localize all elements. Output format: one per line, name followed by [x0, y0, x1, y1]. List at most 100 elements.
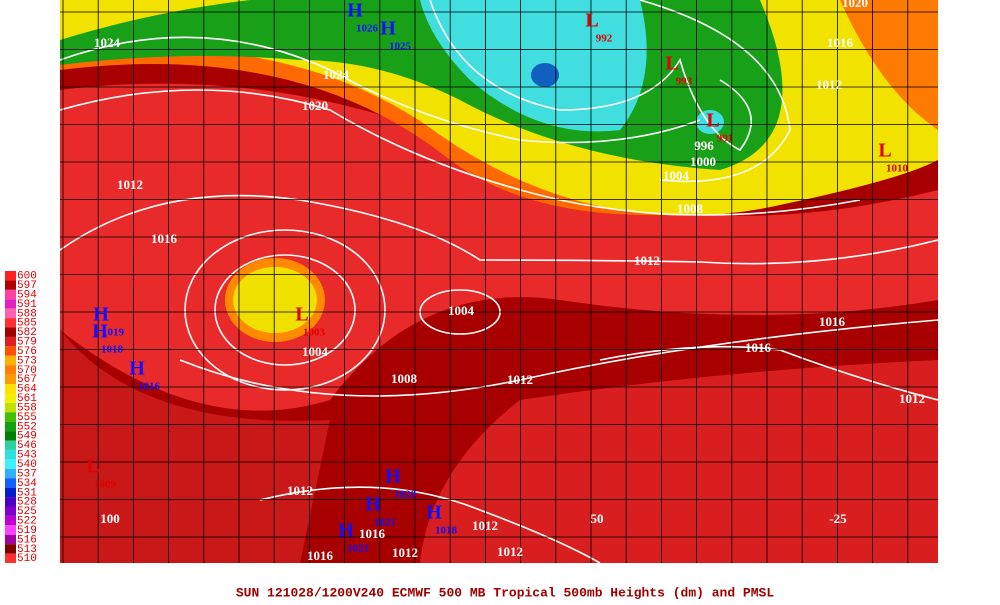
scale-label: 525 — [17, 506, 37, 518]
scale-swatch — [5, 280, 16, 290]
field-orange-ne — [840, 0, 938, 130]
scale-swatch — [5, 393, 16, 403]
center-symbol: H — [93, 304, 109, 326]
isobar-label: 1024 — [323, 67, 350, 82]
center-symbol: H — [426, 502, 442, 524]
scale-label: 588 — [17, 308, 37, 320]
isobar-label: 1020 — [842, 0, 868, 10]
scale-label: 555 — [17, 412, 37, 424]
isobar-label: 1020 — [302, 98, 328, 113]
scale-swatch — [5, 534, 16, 545]
isobar-label: 1016 — [827, 35, 854, 50]
height-field — [60, 0, 938, 563]
isobar-label: 1024 — [94, 35, 121, 50]
isobar-label: 1012 — [117, 177, 143, 192]
scale-swatch — [5, 402, 16, 413]
scale-swatch — [5, 468, 16, 479]
scale-swatch — [5, 506, 16, 516]
scale-label: 543 — [17, 450, 37, 462]
scale-label: 600 — [17, 271, 37, 283]
center-value: 1018 — [435, 525, 458, 537]
scale-swatch — [5, 308, 16, 319]
scale-label: 564 — [17, 384, 37, 396]
center-symbol: L — [665, 53, 678, 75]
scale-swatch — [5, 299, 16, 309]
scale-swatch — [5, 374, 16, 385]
scale-label: 576 — [17, 346, 37, 358]
scale-swatch — [5, 421, 16, 432]
scale-label: 510 — [17, 553, 37, 565]
isobar-label: 1004 — [663, 168, 690, 183]
scale-swatch — [5, 525, 16, 535]
center-value: 1018 — [101, 344, 124, 356]
scale-swatch — [5, 449, 16, 460]
center-symbol: L — [878, 140, 891, 162]
scale-swatch — [5, 384, 16, 394]
isobar-label: 1004 — [448, 303, 475, 318]
center-value: 1021 — [374, 517, 396, 529]
longitude-label: 50 — [591, 511, 604, 526]
center-value: 1021 — [347, 543, 369, 555]
isobar-label: 1004 — [302, 344, 329, 359]
center-value: 991 — [717, 133, 734, 145]
isobar-label: 1012 — [816, 77, 842, 92]
scale-swatch — [5, 544, 16, 554]
scale-swatch — [5, 497, 16, 507]
scale-label: 573 — [17, 355, 37, 367]
center-value: 1020 — [394, 489, 417, 501]
scale-label: 549 — [17, 431, 37, 443]
scale-swatch — [5, 515, 16, 526]
center-symbol: H — [385, 466, 401, 488]
isobar-label: 1012 — [507, 372, 533, 387]
scale-swatch — [5, 487, 16, 498]
scale-swatch — [5, 336, 16, 347]
field-red-south — [420, 360, 938, 563]
isobar-label: 1012 — [634, 253, 660, 268]
isobar — [639, 0, 791, 183]
isobars — [60, 0, 938, 563]
scale-label: 540 — [17, 459, 37, 471]
scale-swatch — [5, 440, 16, 450]
lat-lon-grid — [60, 0, 938, 563]
scale-label: 579 — [17, 337, 37, 349]
isobar-label: 1008 — [677, 201, 704, 216]
scale-label: 522 — [17, 516, 37, 528]
scale-swatch — [5, 459, 16, 469]
scale-swatch — [5, 318, 16, 328]
scale-label: 519 — [17, 525, 37, 537]
caption: SUN 121028/1200V240 ECMWF 500 MB Tropica… — [236, 585, 774, 600]
center-symbol: H — [347, 0, 363, 22]
isobar-label: 1012 — [497, 544, 523, 559]
scale-label: 558 — [17, 402, 37, 414]
longitude-label: 100 — [100, 511, 120, 526]
isobar-label: 1008 — [391, 371, 418, 386]
center-value: 992 — [596, 33, 613, 45]
center-symbol: H — [380, 18, 396, 40]
center-value: 1016 — [138, 381, 161, 393]
center-symbol: L — [585, 10, 598, 32]
isobar — [60, 194, 938, 265]
scale-label: 552 — [17, 421, 37, 433]
scale-label: 537 — [17, 468, 37, 480]
scale-swatch — [5, 355, 16, 366]
isobar-label: 1016 — [745, 340, 772, 355]
isobar-label: 1012 — [899, 391, 925, 406]
scale-label: 570 — [17, 365, 37, 377]
scale-swatch — [5, 271, 16, 281]
field-cyan-spot — [696, 110, 724, 134]
center-symbol: L — [706, 110, 719, 132]
color-scale: 6005975945915885855825795765735705675645… — [5, 271, 37, 565]
field-blue-spot — [531, 63, 559, 87]
isobar-label: 1016 — [819, 314, 846, 329]
longitude-label: -25 — [829, 511, 847, 526]
scale-label: 567 — [17, 374, 37, 386]
center-symbol: H — [365, 494, 381, 516]
isobar — [184, 229, 386, 391]
center-value: 1003 — [303, 327, 326, 339]
scale-swatch — [5, 478, 16, 488]
scale-label: 561 — [17, 393, 37, 405]
field-cyan — [420, 0, 647, 132]
